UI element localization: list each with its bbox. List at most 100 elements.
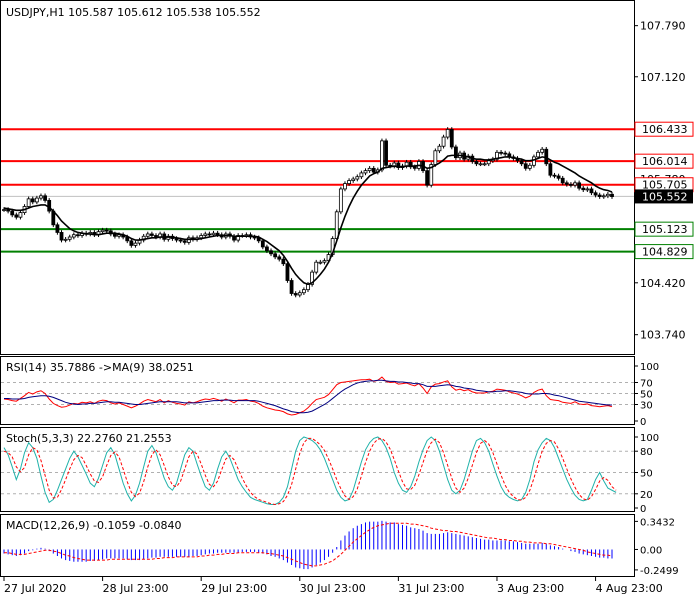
- candle-body: [610, 193, 614, 197]
- candle-body: [203, 233, 208, 236]
- candle-body: [597, 194, 602, 197]
- stoch-panel-frame: [0, 427, 635, 512]
- macd-signal-line: [4, 522, 613, 567]
- candle-body: [536, 151, 540, 158]
- candle-body: [215, 232, 220, 236]
- candle-body: [178, 239, 183, 242]
- candle-body: [585, 188, 590, 191]
- candle-body: [71, 234, 76, 238]
- candle-body: [569, 183, 573, 186]
- current-price-box: [635, 189, 693, 204]
- candle-body: [100, 229, 105, 233]
- osc-tick-label: 0: [640, 417, 646, 428]
- osc-tick-label: 50: [640, 469, 653, 480]
- candle-body: [593, 192, 598, 196]
- osc-tick-label: 50: [640, 390, 653, 401]
- candle-body: [437, 145, 442, 152]
- price-tick-label: 103.740: [640, 329, 686, 342]
- price-tick-label: 104.420: [640, 277, 686, 290]
- osc-tick-label: 20: [640, 490, 653, 501]
- level-label: 106.433: [642, 123, 688, 136]
- candle-body: [605, 193, 610, 197]
- candle-body: [76, 234, 80, 237]
- candle-body: [577, 182, 582, 189]
- candle-body: [260, 240, 265, 248]
- osc-tick-label: 100: [640, 362, 659, 373]
- price-panel-frame: [0, 0, 635, 355]
- candle-body: [548, 163, 553, 176]
- osc-tick-label: 70: [640, 379, 653, 390]
- candle-body: [30, 198, 35, 203]
- candle-body: [552, 174, 557, 177]
- rsi-title: RSI(14) 35.7886 ->MA(9) 38.0251: [6, 361, 194, 374]
- candle-body: [334, 211, 339, 239]
- osc-tick-label: 0: [640, 504, 646, 515]
- series-line: [3, 437, 617, 505]
- candle-body: [314, 261, 319, 273]
- candle-body: [34, 197, 39, 203]
- candle-body: [453, 146, 458, 159]
- candle-body: [412, 166, 417, 169]
- candle-body: [601, 195, 606, 198]
- candle-body: [581, 187, 586, 191]
- macd-title: MACD(12,26,9) -0.1059 -0.0840: [6, 519, 181, 532]
- osc-tick-label: 100: [640, 433, 659, 444]
- stoch-title: Stoch(5,3,3) 22.2760 21.2553: [6, 432, 172, 445]
- candle-body: [199, 235, 204, 239]
- candle-body: [343, 183, 347, 190]
- series-line: [4, 379, 612, 414]
- candle-body: [133, 242, 138, 246]
- macd-tick-label: 0.3432: [640, 517, 675, 528]
- macd-panel-frame: [0, 514, 635, 577]
- candle-body: [589, 188, 594, 194]
- candle-body: [532, 156, 536, 166]
- candle-body: [43, 195, 47, 201]
- candle-body: [322, 260, 327, 263]
- osc-tick-label: 30: [640, 401, 653, 412]
- candle-body: [47, 199, 52, 212]
- candle-body: [2, 209, 6, 211]
- candle-body: [527, 164, 532, 169]
- macd-tick-label: 0.00: [640, 545, 662, 556]
- candle-body: [523, 163, 528, 169]
- candle-body: [301, 289, 306, 294]
- candle-body: [355, 176, 360, 180]
- level-label-box: [634, 244, 694, 260]
- time-tick-label: 30 Jul 23:00: [300, 582, 366, 595]
- price-tick-label: 107.790: [640, 20, 686, 33]
- candle-body: [445, 129, 450, 138]
- candle-body: [441, 136, 446, 147]
- candle-body: [367, 167, 372, 172]
- series-line: [3, 376, 613, 416]
- level-label-box: [634, 121, 694, 137]
- candle-body: [482, 163, 487, 166]
- candle-body: [26, 198, 31, 207]
- candle-body: [14, 214, 19, 218]
- candle-body: [281, 258, 286, 265]
- candle-body: [429, 164, 434, 186]
- candle-body: [293, 293, 298, 296]
- candle-body: [18, 212, 23, 218]
- candle-body: [380, 140, 384, 171]
- candle-body: [182, 240, 187, 243]
- candle-body: [277, 256, 282, 260]
- candle-body: [449, 129, 454, 148]
- level-label: 106.014: [642, 155, 688, 168]
- candle-body: [59, 232, 64, 241]
- candle-body: [273, 253, 278, 258]
- candle-body: [433, 150, 438, 165]
- candle-body: [318, 261, 323, 264]
- candle-body: [478, 163, 483, 166]
- time-tick-label: 3 Aug 23:00: [497, 582, 564, 595]
- candle-body: [113, 233, 117, 237]
- candle-body: [499, 151, 503, 154]
- level-label-box: [634, 153, 694, 169]
- candle-body: [384, 140, 388, 166]
- candle-body: [486, 160, 491, 165]
- candle-body: [503, 152, 508, 155]
- candle-body: [371, 167, 376, 173]
- candle-body: [425, 170, 430, 186]
- candle-body: [556, 175, 561, 179]
- ma-line: [3, 154, 613, 286]
